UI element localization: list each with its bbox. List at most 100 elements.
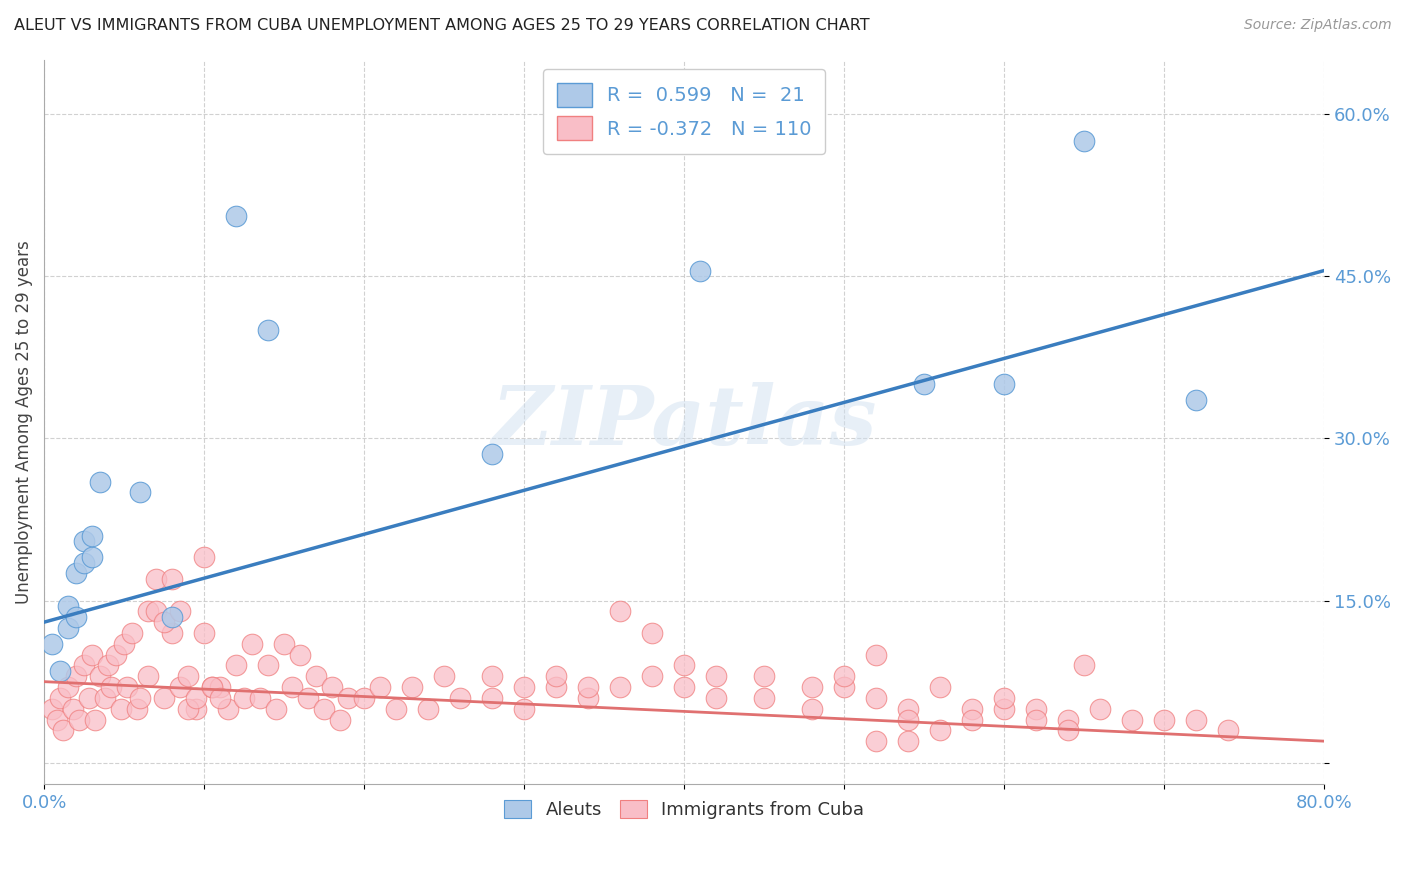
Point	[960, 713, 983, 727]
Legend: Aleuts, Immigrants from Cuba: Aleuts, Immigrants from Cuba	[496, 792, 872, 826]
Point	[704, 669, 727, 683]
Point	[337, 690, 360, 705]
Point	[704, 690, 727, 705]
Point	[481, 447, 503, 461]
Point	[45, 713, 67, 727]
Point	[1088, 702, 1111, 716]
Point	[160, 609, 183, 624]
Point	[184, 702, 207, 716]
Point	[546, 680, 568, 694]
Point	[82, 550, 104, 565]
Point	[56, 680, 79, 694]
Point	[110, 702, 132, 716]
Point	[576, 690, 599, 705]
Point	[449, 690, 471, 705]
Point	[401, 680, 423, 694]
Point	[67, 713, 90, 727]
Point	[960, 702, 983, 716]
Point	[89, 669, 111, 683]
Point	[752, 690, 775, 705]
Point	[1153, 713, 1175, 727]
Point	[257, 323, 280, 337]
Point	[368, 680, 391, 694]
Point	[609, 604, 631, 618]
Point	[1121, 713, 1143, 727]
Point	[65, 669, 87, 683]
Point	[177, 669, 200, 683]
Point	[1185, 393, 1208, 408]
Point	[73, 556, 96, 570]
Point	[1073, 134, 1095, 148]
Point	[481, 669, 503, 683]
Point	[209, 680, 232, 694]
Point	[84, 713, 107, 727]
Point	[41, 702, 63, 716]
Point	[329, 713, 352, 727]
Point	[897, 713, 920, 727]
Point	[576, 680, 599, 694]
Point	[801, 702, 824, 716]
Point	[673, 680, 696, 694]
Point	[77, 690, 100, 705]
Point	[73, 658, 96, 673]
Text: ZIPatlas: ZIPatlas	[491, 382, 877, 462]
Point	[1218, 723, 1240, 738]
Point	[209, 690, 232, 705]
Point	[52, 723, 75, 738]
Point	[1185, 713, 1208, 727]
Point	[41, 637, 63, 651]
Point	[201, 680, 224, 694]
Point	[49, 664, 72, 678]
Point	[865, 734, 887, 748]
Point	[993, 690, 1015, 705]
Text: ALEUT VS IMMIGRANTS FROM CUBA UNEMPLOYMENT AMONG AGES 25 TO 29 YEARS CORRELATION: ALEUT VS IMMIGRANTS FROM CUBA UNEMPLOYME…	[14, 18, 870, 33]
Point	[184, 690, 207, 705]
Point	[433, 669, 456, 683]
Point	[752, 669, 775, 683]
Point	[546, 669, 568, 683]
Point	[105, 648, 128, 662]
Point	[929, 680, 952, 694]
Point	[314, 702, 336, 716]
Point	[217, 702, 239, 716]
Point	[641, 626, 664, 640]
Point	[832, 680, 855, 694]
Point	[865, 690, 887, 705]
Point	[49, 690, 72, 705]
Point	[865, 648, 887, 662]
Point	[240, 637, 263, 651]
Point	[136, 604, 159, 618]
Point	[145, 604, 167, 618]
Point	[897, 702, 920, 716]
Point	[145, 572, 167, 586]
Point	[160, 572, 183, 586]
Point	[353, 690, 375, 705]
Point	[1073, 658, 1095, 673]
Point	[177, 702, 200, 716]
Point	[297, 690, 319, 705]
Point	[897, 734, 920, 748]
Point	[416, 702, 439, 716]
Point	[641, 669, 664, 683]
Point	[225, 658, 247, 673]
Point	[929, 723, 952, 738]
Point	[82, 528, 104, 542]
Point	[117, 680, 139, 694]
Point	[112, 637, 135, 651]
Point	[94, 690, 117, 705]
Point	[100, 680, 122, 694]
Point	[121, 626, 143, 640]
Point	[1025, 702, 1047, 716]
Point	[97, 658, 120, 673]
Point	[1025, 713, 1047, 727]
Point	[832, 669, 855, 683]
Point	[513, 680, 536, 694]
Point	[169, 604, 191, 618]
Point	[129, 690, 152, 705]
Point	[288, 648, 311, 662]
Point	[56, 599, 79, 613]
Point	[89, 475, 111, 489]
Point	[136, 669, 159, 683]
Point	[257, 658, 280, 673]
Point	[201, 680, 224, 694]
